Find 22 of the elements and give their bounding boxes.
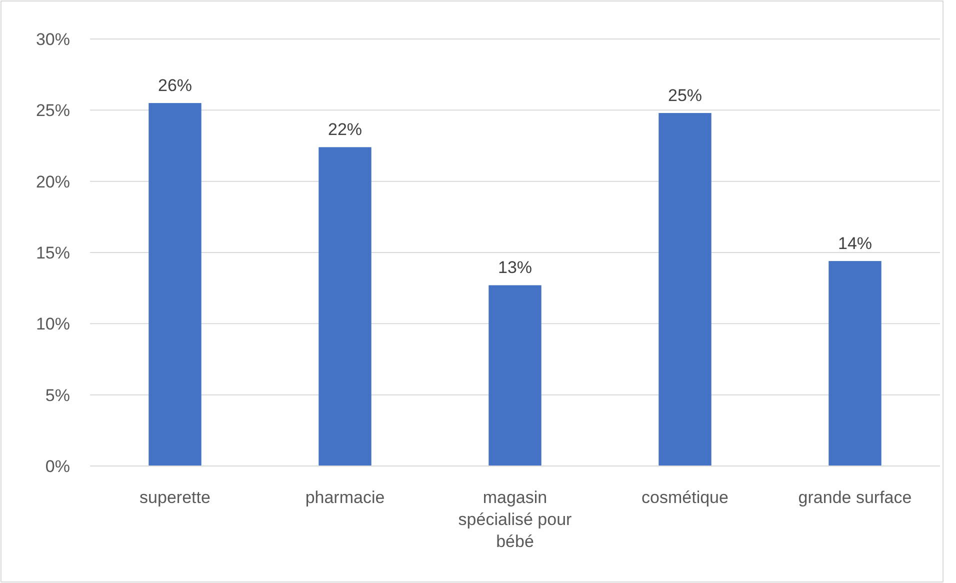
bar [658, 113, 712, 466]
bar [318, 147, 372, 466]
bar [488, 285, 542, 466]
y-tick-label: 5% [45, 386, 70, 405]
data-label: 14% [838, 234, 872, 254]
bar [828, 261, 882, 466]
y-tick-label: 20% [36, 172, 70, 192]
x-tick-label: superette [140, 488, 210, 507]
bar [148, 103, 202, 466]
x-tick-label: pharmacie [305, 488, 385, 507]
data-label: 22% [328, 120, 362, 140]
y-tick-label: 30% [36, 30, 70, 49]
data-label: 25% [668, 86, 702, 106]
y-tick-label: 15% [36, 243, 70, 262]
y-tick-label: 0% [45, 456, 70, 476]
x-tick-label: grande surface [798, 488, 912, 507]
y-tick-label: 25% [36, 101, 70, 120]
y-tick-label: 10% [36, 314, 70, 334]
x-tick-label: magasin spécialisé pour bébé [458, 488, 572, 551]
data-label: 13% [498, 258, 532, 278]
x-tick-label: cosmétique [642, 488, 728, 507]
data-label: 26% [158, 76, 192, 96]
